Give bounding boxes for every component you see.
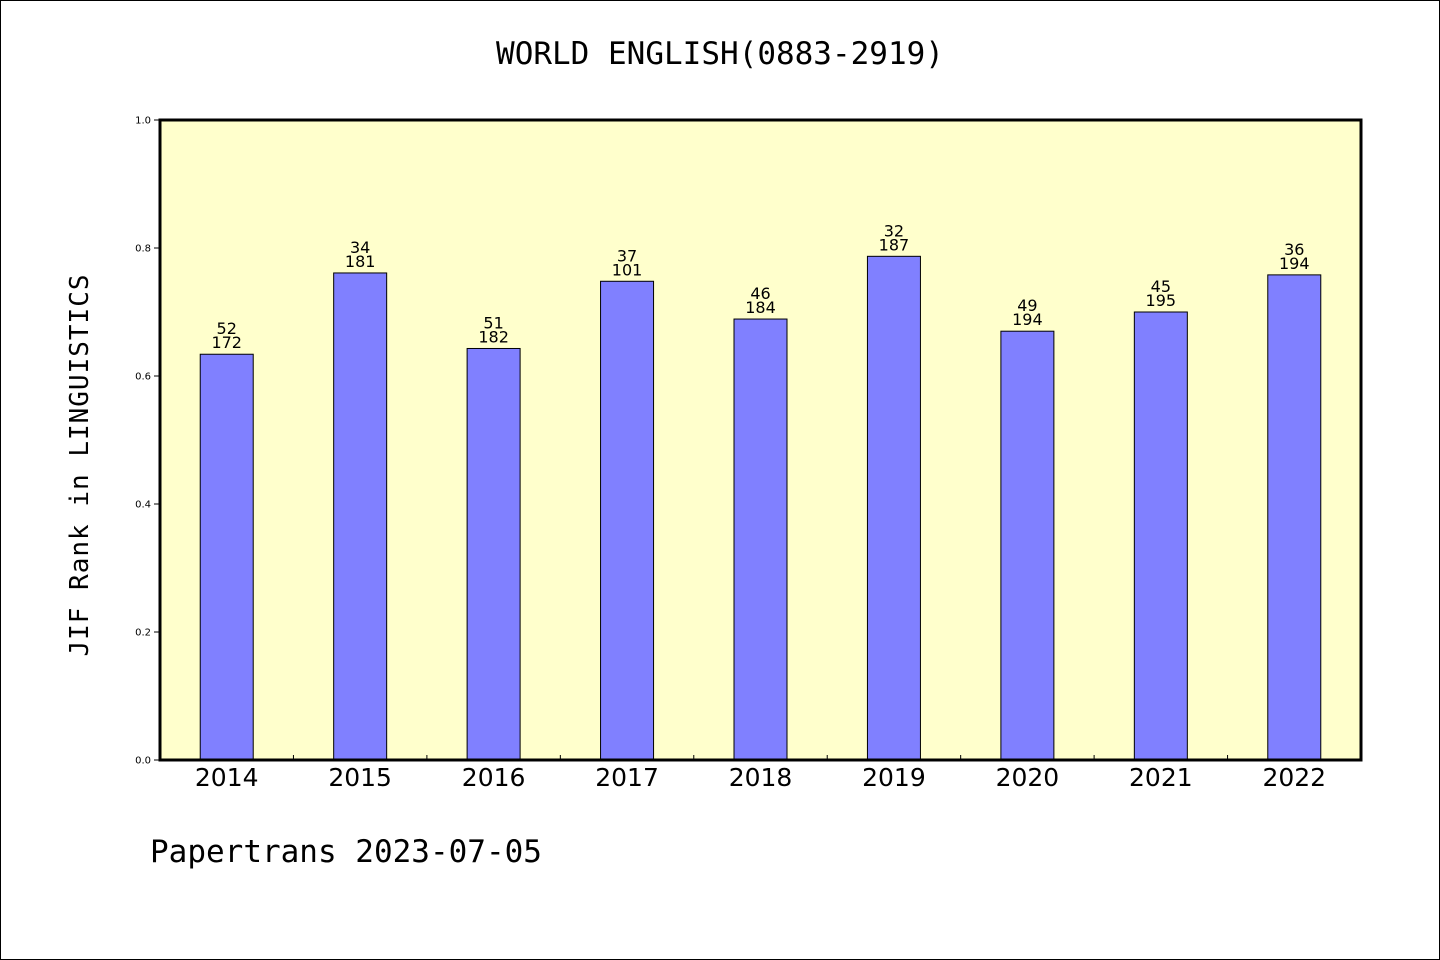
bar-rank-label: 36 (1284, 240, 1304, 259)
plot-border (158, 118, 1363, 762)
bar-total-label: 172 (211, 333, 242, 352)
y-tick-label: 0.8 (135, 244, 151, 255)
x-tick-label: 2015 (328, 763, 392, 792)
bar-rank-label: 34 (350, 238, 370, 257)
y-tick-label: 0.0 (135, 756, 151, 767)
bar (1000, 330, 1055, 761)
x-tick-label: 2017 (595, 763, 659, 792)
bar-rank-label: 46 (750, 284, 770, 303)
bar-total-label: 194 (1012, 310, 1043, 329)
chart-title: WORLD ENGLISH(0883-2919) (496, 36, 944, 72)
y-tick-label: 0.4 (135, 500, 151, 511)
bar-total-label: 184 (745, 298, 776, 317)
bar-rank-label: 45 (1151, 277, 1171, 296)
x-tick-label: 2018 (729, 763, 793, 792)
y-tick-label: 0.2 (135, 628, 151, 639)
x-tick-label: 2021 (1129, 763, 1193, 792)
bar (1133, 311, 1188, 761)
x-tick-label: 2020 (996, 763, 1060, 792)
bar-total-label: 187 (879, 235, 910, 254)
bar-rank-label: 49 (1017, 296, 1037, 315)
bar-total-label: 182 (478, 327, 509, 346)
bar (333, 272, 388, 761)
bar-rank-label: 32 (884, 221, 904, 240)
bar (466, 347, 521, 761)
bar-rank-label: 52 (217, 319, 237, 338)
y-tick-label: 1.0 (135, 116, 151, 127)
bar (866, 255, 921, 761)
bar (199, 353, 254, 761)
bar-rank-label: 37 (617, 246, 637, 265)
x-tick-label: 2019 (862, 763, 926, 792)
bar-rank-label: 51 (483, 313, 503, 332)
bar-total-label: 194 (1279, 254, 1310, 273)
x-tick-label: 2016 (462, 763, 526, 792)
x-tick-label: 2022 (1262, 763, 1326, 792)
bar (600, 280, 655, 761)
bar (733, 318, 788, 761)
y-tick-label: 0.6 (135, 372, 151, 383)
bar-total-label: 181 (345, 252, 376, 271)
bar (1267, 274, 1322, 761)
bar-total-label: 195 (1146, 291, 1177, 310)
chart-footer: Papertrans 2023-07-05 (150, 834, 542, 870)
x-tick-label: 2014 (195, 763, 259, 792)
bar-total-label: 101 (612, 260, 643, 279)
